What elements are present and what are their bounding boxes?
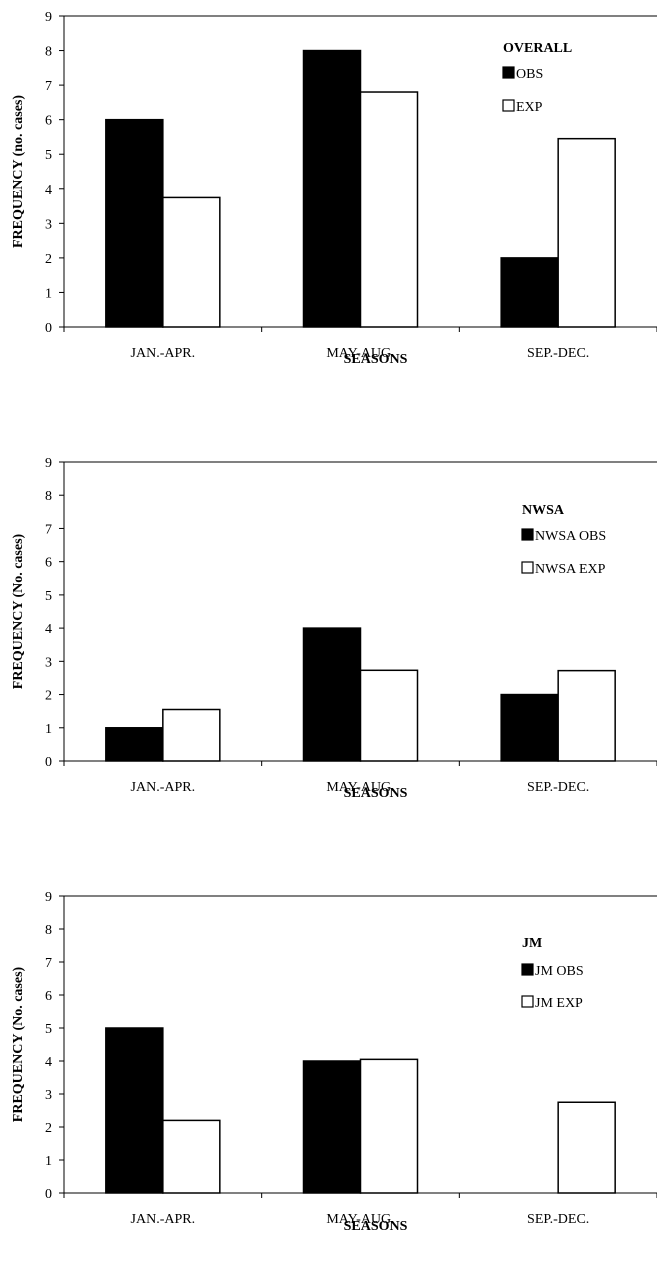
x-axis-title: SEASONS (344, 352, 408, 367)
legend-swatch (502, 66, 515, 79)
x-category-label: MAY-AUG. (326, 780, 394, 795)
bar-jm-obs (302, 1060, 362, 1194)
legend-swatch (502, 99, 515, 112)
y-tick-label: 5 (45, 148, 52, 163)
y-tick-label: 9 (45, 890, 52, 905)
chart-panel-3: 0 1 2 3 4 5 6 7 8 9 JAN.-APR. MAY-AUG. SEP.-DEC. SEAS… (11, 890, 657, 1234)
y-tick-label: 6 (45, 114, 52, 129)
bar-nwsa-obs (302, 627, 362, 762)
y-tick-label: 4 (45, 622, 52, 637)
x-category-label: JAN.-APR. (131, 346, 196, 361)
y-tick-label: 9 (45, 456, 52, 471)
bar-nwsa-exp (557, 669, 616, 762)
bar-exp (359, 91, 419, 328)
y-tick-label: 1 (45, 286, 52, 301)
y-tick-label: 2 (45, 252, 52, 267)
y-tick-label: 3 (45, 217, 52, 232)
legend-label: NWSA OBS (535, 529, 606, 544)
y-tick-label: 8 (45, 45, 52, 60)
legend-label: OBS (516, 67, 543, 82)
x-category-label: JAN.-APR. (131, 1212, 196, 1227)
x-axis-title: SEASONS (344, 1219, 408, 1234)
bar-obs (302, 49, 362, 328)
y-tick-label: 3 (45, 655, 52, 670)
x-axis-title: SEASONS (344, 786, 408, 801)
y-tick-label: 0 (45, 755, 52, 770)
chart-panel-2: 0 1 2 3 4 5 6 7 8 9 JAN.-APR. MAY-AUG. SEP.-DEC. SEAS… (11, 456, 657, 801)
y-tick-label: 7 (45, 79, 52, 94)
y-tick-label: 0 (45, 1187, 52, 1202)
y-axis-title: FREQUENCY (no. cases) (11, 95, 26, 248)
legend-title: OVERALL (503, 41, 572, 56)
y-tick-label: 2 (45, 689, 52, 704)
y-tick-label: 0 (45, 321, 52, 336)
y-tick-label: 6 (45, 556, 52, 571)
bar-obs (500, 257, 559, 328)
x-category-label: MAY-AUG. (326, 346, 394, 361)
y-axis-title: FREQUENCY (No. cases) (11, 966, 26, 1122)
x-category-label: MAY-AUG. (326, 1212, 394, 1227)
bar-exp (162, 196, 221, 328)
bar-jm-exp (359, 1058, 419, 1194)
legend-label: JM EXP (535, 996, 583, 1011)
bar-nwsa-obs (500, 693, 559, 762)
legend-label: EXP (516, 100, 543, 115)
y-tick-label: 4 (45, 1055, 52, 1070)
legend-label: JM OBS (535, 964, 584, 979)
bar-jm-exp (162, 1119, 221, 1194)
y-tick-label: 9 (45, 10, 52, 25)
bar-jm-obs (105, 1027, 164, 1194)
y-tick-label: 8 (45, 923, 52, 938)
legend-swatch (521, 561, 534, 574)
bar-jm-exp (557, 1101, 616, 1194)
y-tick-label: 1 (45, 1154, 52, 1169)
x-category-label: SEP.-DEC. (527, 346, 589, 361)
legend-swatch (521, 963, 534, 976)
y-tick-label: 2 (45, 1121, 52, 1136)
bar-nwsa-exp (359, 669, 419, 762)
y-tick-label: 8 (45, 489, 52, 504)
bar-nwsa-obs (105, 727, 164, 762)
y-tick-label: 5 (45, 589, 52, 604)
y-tick-label: 4 (45, 183, 52, 198)
y-tick-label: 3 (45, 1088, 52, 1103)
bar-nwsa-exp (162, 708, 221, 762)
legend-label: NWSA EXP (535, 562, 606, 577)
x-category-label: SEP.-DEC. (527, 780, 589, 795)
y-tick-label: 1 (45, 722, 52, 737)
legend-swatch (521, 528, 534, 541)
y-tick-label: 7 (45, 522, 52, 537)
chart-panel-1: 0 1 2 3 4 5 6 7 8 9 JAN.-APR. MAY-AUG. SEP.-DEC. SEAS… (11, 10, 657, 367)
y-tick-label: 5 (45, 1022, 52, 1037)
y-tick-label: 7 (45, 956, 52, 971)
y-axis-title: FREQUENCY (No. cases) (11, 533, 26, 689)
bar-exp (557, 137, 616, 328)
legend-title: JM (522, 936, 542, 951)
x-category-label: JAN.-APR. (131, 780, 196, 795)
legend-swatch (521, 995, 534, 1008)
y-tick-label: 6 (45, 989, 52, 1004)
x-category-label: SEP.-DEC. (527, 1212, 589, 1227)
legend-title: NWSA (522, 503, 565, 518)
bar-obs (105, 118, 164, 328)
